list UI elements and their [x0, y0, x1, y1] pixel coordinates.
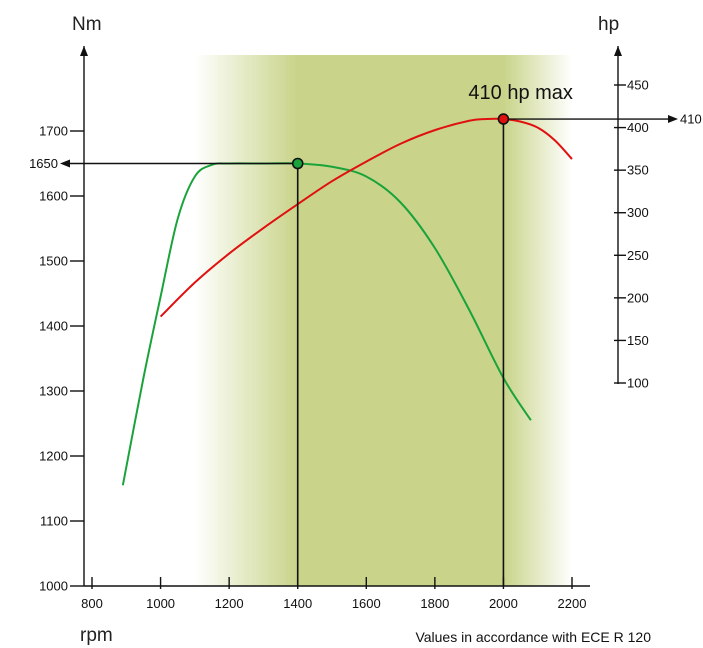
max-power-annotation: 410 hp max: [468, 82, 573, 104]
right-axis-arrow-icon: [614, 46, 622, 56]
left-axis-title: Nm: [72, 14, 102, 35]
left-tick-label: 1000: [39, 579, 68, 594]
x-tick-label: 1800: [420, 596, 449, 611]
marker-value-label: 410: [680, 112, 702, 127]
x-tick-label: 1600: [352, 596, 381, 611]
left-tick-label: 1700: [39, 124, 68, 139]
right-tick-label: 450: [627, 78, 649, 93]
arrow-right-icon: [668, 115, 678, 124]
right-tick-label: 200: [627, 290, 649, 305]
right-axis-title: hp: [598, 14, 619, 35]
marker-dot: [497, 113, 510, 125]
x-axis-title: rpm: [80, 625, 113, 646]
left-tick-label: 1400: [39, 319, 68, 334]
right-tick-label: 300: [627, 205, 649, 220]
left-axis-arrow-icon: [80, 46, 88, 56]
x-tick-label: 2200: [558, 596, 587, 611]
right-tick-label: 400: [627, 120, 649, 135]
x-tick-label: 800: [81, 596, 103, 611]
right-tick-label: 350: [627, 163, 649, 178]
left-tick-label: 1600: [39, 189, 68, 204]
right-tick-label: 100: [627, 376, 649, 391]
x-tick-label: 1400: [283, 596, 312, 611]
right-tick-label: 150: [627, 333, 649, 348]
x-tick-label: 1200: [215, 596, 244, 611]
left-tick-label: 1500: [39, 254, 68, 269]
left-tick-label: 1100: [40, 514, 68, 529]
marker-value-label: 1650: [29, 156, 58, 171]
left-tick-label: 1300: [39, 384, 68, 399]
marker-dot: [291, 157, 304, 170]
footnote: Values in accordance with ECE R 120: [415, 629, 651, 645]
power-curve: [159, 117, 573, 318]
x-tick-label: 1000: [146, 596, 175, 611]
arrow-left-icon: [60, 159, 70, 168]
shaded-rpm-band: [194, 55, 572, 586]
left-tick-label: 1200: [39, 449, 68, 464]
right-tick-label: 250: [627, 248, 649, 263]
x-tick-label: 2000: [489, 596, 518, 611]
